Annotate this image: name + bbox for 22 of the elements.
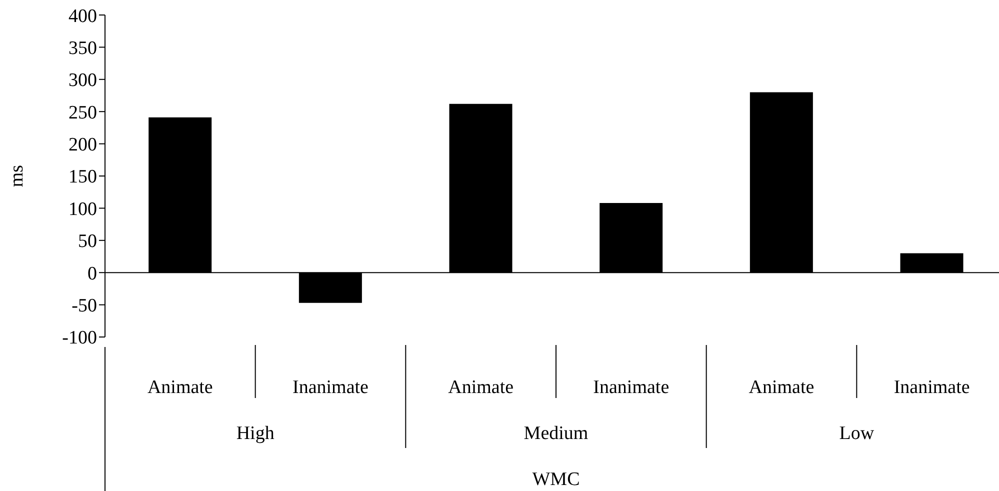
x-tick-label: Inanimate [894, 377, 970, 398]
y-tick-label: 250 [68, 102, 97, 124]
y-tick-label: 50 [78, 231, 97, 252]
y-tick-label: 150 [68, 166, 97, 188]
x-tick-label: Animate [748, 377, 814, 398]
text: High [236, 423, 275, 444]
x-tick-label: Animate [448, 377, 514, 398]
text: Medium [524, 423, 588, 444]
text: Low [839, 423, 874, 444]
y-tick-label: 200 [68, 134, 97, 156]
y-tick-label: 400 [68, 6, 97, 27]
y-tick-label: -100 [62, 328, 97, 349]
x-axis-title: WMC [532, 469, 580, 490]
y-axis-title: ms [6, 164, 28, 188]
x-tick-label: Inanimate [292, 377, 368, 398]
y-tick-label: 300 [68, 70, 97, 92]
y-tick-label: 0 [88, 263, 97, 284]
y-tick-label: 100 [68, 198, 97, 220]
x-tick-label: Animate [147, 377, 213, 398]
y-tick-label: -50 [72, 296, 97, 317]
y-tick-label: 350 [68, 38, 97, 59]
x-tick-label: Inanimate [593, 377, 670, 398]
